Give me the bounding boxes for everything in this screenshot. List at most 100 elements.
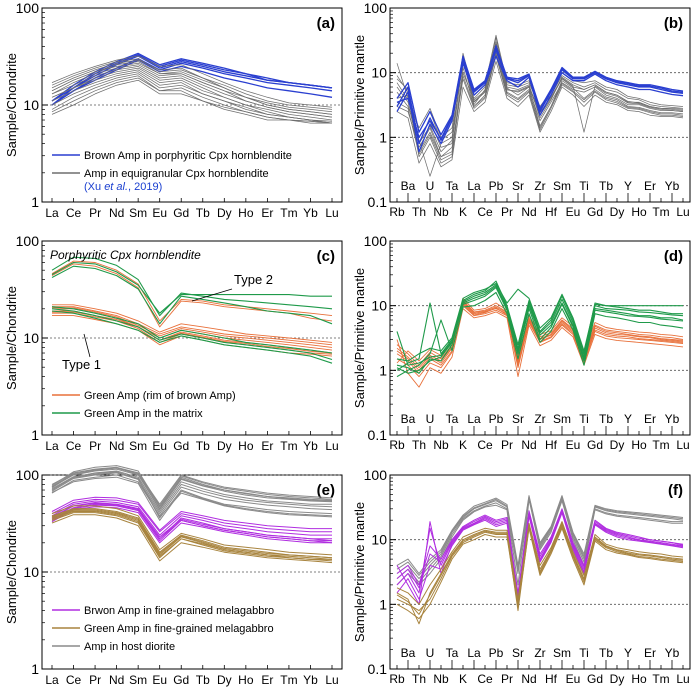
series-line-tan — [396, 527, 684, 620]
x-tick-label: Eu — [566, 205, 581, 219]
x-tick-label: Nb — [433, 205, 449, 219]
x-tick-label: Dy — [610, 672, 625, 686]
x-tick-label: Lu — [676, 672, 689, 686]
x-tick-label: Th — [412, 672, 426, 686]
y-tick-label: 1 — [379, 129, 387, 145]
x-tick-label: Tb — [599, 412, 613, 426]
x-tick-label: Eu — [152, 673, 167, 687]
x-tick-label: Lu — [325, 673, 338, 687]
series-line-green — [51, 256, 333, 317]
series-line-green — [396, 284, 684, 366]
type-2-annotation: Type 2 — [234, 272, 273, 287]
x-tick-label: Th — [412, 205, 426, 219]
x-tick-label: Ta — [446, 646, 459, 660]
series-line-gray — [51, 59, 333, 110]
x-tick-label: Tm — [280, 673, 297, 687]
y-tick-label: 100 — [364, 467, 388, 483]
series-line-gray — [51, 55, 333, 108]
series-line-tan — [51, 511, 332, 560]
y-tick-label: 10 — [371, 65, 387, 81]
y-tick-label: 10 — [371, 532, 387, 548]
x-tick-label: Nd — [521, 438, 536, 452]
x-tick-label: Eu — [566, 438, 581, 452]
series-line-orange — [52, 307, 333, 348]
type-2-pointer — [191, 288, 233, 302]
series-line-gray — [396, 55, 684, 158]
series-line-orange — [51, 260, 333, 322]
x-tick-label: K — [459, 438, 467, 452]
panel-label: (e) — [317, 482, 335, 499]
x-tick-label: Ta — [446, 179, 459, 193]
x-tick-label: Dy — [217, 439, 232, 453]
series-line-purple — [51, 502, 333, 542]
series-line-gray — [51, 476, 333, 521]
x-tick-label: Gd — [587, 438, 603, 452]
x-tick-label: Ho — [631, 438, 647, 452]
series-line-tan — [396, 524, 684, 615]
series-line-gray — [396, 54, 684, 161]
x-tick-label: Ho — [631, 205, 647, 219]
y-tick-label: 10 — [23, 330, 39, 346]
x-tick-label: Dy — [217, 206, 232, 220]
x-tick-label: Ho — [631, 672, 647, 686]
x-tick-label: Ho — [238, 439, 254, 453]
series-line-brown — [51, 58, 333, 106]
x-tick-label: Zr — [534, 412, 545, 426]
x-tick-label: Ti — [579, 412, 589, 426]
x-tick-label: Nd — [109, 439, 124, 453]
series-line-brown — [51, 52, 333, 102]
x-tick-label: Yb — [665, 412, 680, 426]
x-tick-label: Yb — [303, 439, 318, 453]
x-tick-label: Hf — [545, 205, 558, 219]
x-tick-label: Sm — [129, 206, 147, 220]
series-line-tan — [51, 514, 333, 564]
series-line-brown — [396, 45, 684, 136]
x-tick-label: Nd — [521, 205, 536, 219]
citation: (Xu et al., 2019) — [84, 181, 162, 193]
x-tick-label: Y — [624, 412, 632, 426]
x-tick-label: Ba — [401, 412, 416, 426]
y-axis-label: Sample/Chondrite — [4, 286, 19, 390]
series-line-brown — [396, 55, 684, 153]
x-tick-label: Pb — [489, 646, 504, 660]
series-line-purple — [396, 509, 684, 598]
series-line-gray — [396, 52, 684, 158]
x-tick-label: Sr — [512, 179, 524, 193]
series-line-gray — [396, 497, 683, 586]
x-tick-label: Ho — [238, 673, 254, 687]
y-tick-label: 1 — [31, 194, 39, 210]
x-tick-label: Sr — [512, 412, 524, 426]
x-tick-label: Tm — [652, 205, 669, 219]
x-tick-label: Y — [624, 646, 632, 660]
x-tick-label: Pr — [501, 672, 513, 686]
x-tick-label: Nb — [433, 672, 449, 686]
series-line-green — [396, 285, 684, 374]
series-line-purple — [396, 512, 684, 605]
x-tick-label: Er — [644, 646, 656, 660]
x-tick-label: Tm — [280, 206, 297, 220]
x-tick-label: Zr — [534, 179, 545, 193]
series-line-gray — [51, 468, 333, 510]
panel-c: 1 10 100 La Ce Pr Nd Sm Eu Gd Tb Dy Ho Er Tm Yb Lu Sample… — [4, 233, 343, 453]
series-line-green — [396, 291, 684, 378]
x-tick-label: Yb — [665, 179, 680, 193]
x-tick-label: Yb — [303, 206, 318, 220]
x-tick-label: Er — [644, 412, 656, 426]
series-line-gray — [51, 69, 333, 122]
x-tick-label: Tb — [599, 179, 613, 193]
series-line-purple — [51, 506, 332, 544]
series-line-purple — [51, 498, 332, 533]
series-line-gray — [396, 37, 684, 148]
series-line-green — [51, 308, 333, 361]
series-line-tan — [51, 510, 333, 560]
x-tick-label: Er — [261, 673, 273, 687]
x-tick-label: Gd — [587, 672, 603, 686]
legend-label: Brown Amp in porphyritic Cpx hornblendit… — [84, 150, 292, 162]
panel-a: 1 10 100 La Ce Pr Nd Sm Eu Gd Tb Dy Ho Er Tm Yb Lu Sample… — [4, 0, 343, 220]
series-line-tan — [396, 522, 684, 625]
x-tick-label: Rb — [389, 672, 405, 686]
y-tick-label: 0.1 — [368, 661, 388, 677]
